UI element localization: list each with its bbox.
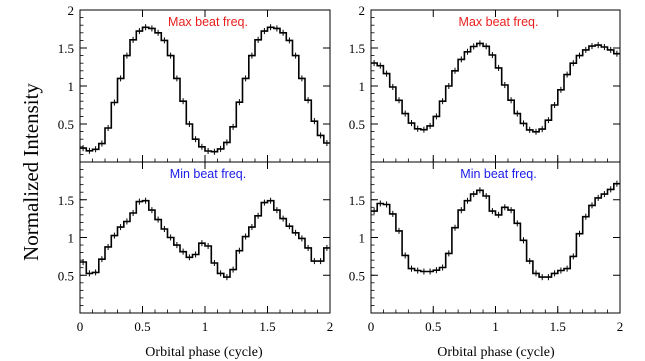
x-tick-label: 0: [77, 319, 84, 334]
panel-bottom-left: 0.5 1 1.5 0 0.5 1 1.5 2 Min beat freq.: [58, 161, 334, 334]
x-axis-title-right: Orbital phase (cycle): [437, 345, 555, 360]
x-tick-label: 2: [327, 319, 334, 334]
panel-frame: [370, 161, 621, 314]
panel-annotation: Min beat freq.: [460, 167, 536, 181]
panel-annotation: Min beat freq.: [170, 167, 246, 181]
light-curve-series: [80, 199, 330, 278]
y-tick-label: 1.5: [58, 193, 74, 208]
light-curve-series: [371, 182, 620, 278]
panel-frame: [370, 9, 621, 163]
panel-bottom-right: 0.5 1 1.5 0 0.5 1 1.5 2 Min beat freq.: [349, 161, 624, 334]
panel-top-right: 0.5 1 1.5 2 Max beat freq.: [349, 3, 621, 163]
panel-annotation: Max beat freq.: [168, 15, 248, 29]
light-curve-series: [371, 42, 620, 133]
panel-top-left: 0.5 1 1.5 2 Max beat freq.: [58, 3, 331, 163]
x-tick-label: 1.5: [550, 319, 566, 334]
y-axis-title: Normalized Intensity: [19, 83, 43, 261]
y-tick-label: 0.5: [58, 268, 74, 283]
x-axis-title-left: Orbital phase (cycle): [145, 345, 263, 360]
y-tick-label: 1: [359, 79, 366, 94]
x-tick-label: 0.5: [425, 319, 441, 334]
x-tick-label: 2: [617, 319, 624, 334]
x-tick-label: 0.5: [134, 319, 150, 334]
y-tick-label: 1: [68, 79, 75, 94]
panel-frame: [79, 161, 331, 314]
y-tick-label: 1.5: [349, 193, 365, 208]
panel-annotation: Max beat freq.: [459, 15, 539, 29]
y-tick-label: 1: [68, 231, 75, 246]
y-tick-label: 1: [359, 231, 366, 246]
y-tick-label: 2: [359, 3, 366, 18]
x-tick-label: 1: [202, 319, 209, 334]
y-tick-label: 0.5: [349, 268, 365, 283]
y-tick-label: 1.5: [58, 41, 74, 56]
y-tick-label: 2: [68, 3, 75, 18]
light-curve-series: [80, 26, 330, 153]
x-tick-label: 0: [368, 319, 375, 334]
y-tick-label: 0.5: [58, 117, 74, 132]
y-tick-label: 0.5: [349, 117, 365, 132]
x-tick-label: 1: [492, 319, 499, 334]
y-tick-label: 1.5: [349, 41, 365, 56]
x-tick-label: 1.5: [259, 319, 275, 334]
